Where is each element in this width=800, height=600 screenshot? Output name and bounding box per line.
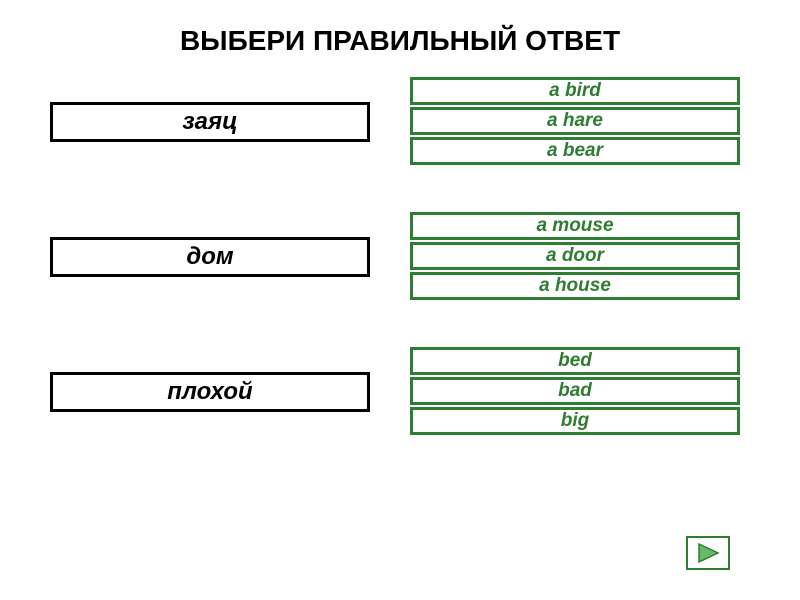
option-label: a house <box>539 275 611 297</box>
play-icon <box>696 542 720 564</box>
option-label: a hare <box>547 110 603 132</box>
options-group: a bird a hare a bear <box>410 77 740 167</box>
prompt-text: дом <box>186 243 233 271</box>
prompt-text: заяц <box>182 108 237 136</box>
quiz-row: заяц a bird a hare a bear <box>50 77 750 167</box>
option-label: bed <box>558 350 592 372</box>
option-label: a bear <box>547 140 603 162</box>
option-button[interactable]: bad <box>410 377 740 405</box>
option-button[interactable]: a bear <box>410 137 740 165</box>
options-group: a mouse a door a house <box>410 212 740 302</box>
next-button[interactable] <box>686 536 730 570</box>
quiz-row: плохой bed bad big <box>50 347 750 437</box>
option-label: a mouse <box>536 215 613 237</box>
option-label: big <box>561 410 590 432</box>
prompt-box: заяц <box>50 102 370 142</box>
option-button[interactable]: a house <box>410 272 740 300</box>
option-button[interactable]: bed <box>410 347 740 375</box>
prompt-box: дом <box>50 237 370 277</box>
options-group: bed bad big <box>410 347 740 437</box>
quiz-content: заяц a bird a hare a bear дом a mouse a … <box>0 77 800 437</box>
option-button[interactable]: a door <box>410 242 740 270</box>
prompt-box: плохой <box>50 372 370 412</box>
prompt-text: плохой <box>167 378 252 406</box>
option-button[interactable]: big <box>410 407 740 435</box>
option-label: bad <box>558 380 592 402</box>
option-button[interactable]: a mouse <box>410 212 740 240</box>
option-label: a door <box>546 245 604 267</box>
quiz-row: дом a mouse a door a house <box>50 212 750 302</box>
page-title: ВЫБЕРИ ПРАВИЛЬНЫЙ ОТВЕТ <box>0 0 800 77</box>
option-button[interactable]: a hare <box>410 107 740 135</box>
option-button[interactable]: a bird <box>410 77 740 105</box>
option-label: a bird <box>549 80 601 102</box>
